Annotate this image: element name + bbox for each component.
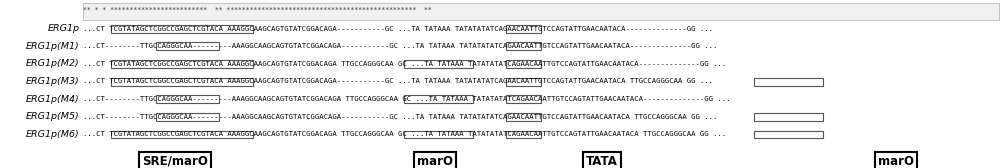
Text: ERG1p(M2): ERG1p(M2)	[26, 59, 80, 68]
Bar	[506, 25, 541, 33]
Text: marO: marO	[417, 155, 453, 168]
Bar	[111, 25, 253, 33]
Text: marO: marO	[878, 155, 914, 168]
Bar	[506, 78, 541, 86]
Text: ERG1p(M1): ERG1p(M1)	[26, 42, 80, 51]
Bar	[506, 95, 541, 103]
Text: SRE/marO: SRE/marO	[142, 155, 208, 168]
Text: ...CT--------TTGCCAGGGCAA---------AAAGGCAAGCAGTGTATCGGACAGA-----------GC ...TA T: ...CT--------TTGCCAGGGCAA---------AAAGGC…	[83, 114, 717, 120]
Bar	[754, 78, 823, 86]
Bar	[404, 131, 473, 138]
Bar	[111, 78, 253, 86]
Bar	[404, 95, 473, 103]
Text: ...CT TCGTATAGCTCGGCCGAGCTCGTACA AAAGGCAAGCAGTGTATCGGACAGA TTGCCAGGGCAA GC ...TA: ...CT TCGTATAGCTCGGCCGAGCTCGTACA AAAGGCA…	[83, 131, 726, 137]
Bar	[156, 95, 219, 103]
Text: ERG1p(M5): ERG1p(M5)	[26, 112, 80, 121]
Bar	[754, 131, 823, 138]
Bar	[754, 113, 823, 121]
Text: ERG1p: ERG1p	[48, 24, 80, 33]
Bar	[111, 60, 253, 68]
Bar	[404, 60, 473, 68]
Text: ERG1p(M4): ERG1p(M4)	[26, 95, 80, 104]
Text: ** * * *************************  ** *******************************************: ** * * ************************* ** ****…	[83, 7, 432, 13]
Bar	[506, 60, 541, 68]
Text: ERG1p(M3): ERG1p(M3)	[26, 77, 80, 86]
Bar	[156, 43, 219, 50]
Bar	[506, 131, 541, 138]
Text: ...CT TCGTATAGCTCGGCCGAGCTCGTACA AAAGGCAAGCAGTGTATCGGACAGA TTGCCAGGGCAA GC ...TA: ...CT TCGTATAGCTCGGCCGAGCTCGTACA AAAGGCA…	[83, 61, 726, 67]
Bar	[506, 113, 541, 121]
Text: ...CT--------TTGCCAGGGCAA---------AAAGGCAAGCAGTGTATCGGACAGA-----------GC ...TA T: ...CT--------TTGCCAGGGCAA---------AAAGGC…	[83, 43, 717, 49]
Bar	[506, 43, 541, 50]
Text: ...CT TCGTATAGCTCGGCCGAGCTCGTACA AAAGGCAAGCAGTGTATCGGACAGA-----------GC ...TA TA: ...CT TCGTATAGCTCGGCCGAGCTCGTACA AAAGGCA…	[83, 26, 713, 32]
Text: TATA: TATA	[586, 155, 618, 168]
Bar	[156, 113, 219, 121]
Text: ...CT--------TTGCCAGGGCAA---------AAAGGCAAGCAGTGTATCGGACAGA TTGCCAGGGCAA GC ...T: ...CT--------TTGCCAGGGCAA---------AAAGGC…	[83, 96, 730, 102]
FancyBboxPatch shape	[83, 3, 999, 20]
Text: ERG1p(M6): ERG1p(M6)	[26, 130, 80, 139]
Text: ...CT TCGTATAGCTCGGCCGAGCTCGTACA AAAGGCAAGCAGTGTATCGGACAGA-----------GC ...TA TA: ...CT TCGTATAGCTCGGCCGAGCTCGTACA AAAGGCA…	[83, 78, 713, 85]
Bar	[111, 131, 253, 138]
